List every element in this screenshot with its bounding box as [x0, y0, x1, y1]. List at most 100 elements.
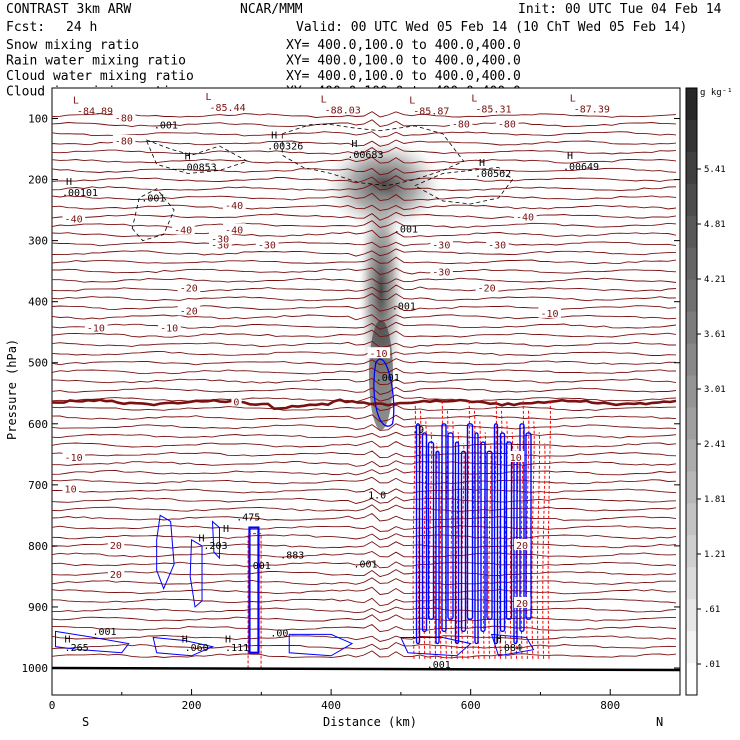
isotherm-value-bg	[514, 596, 531, 608]
isotherm-line	[52, 329, 677, 338]
rain-contour	[428, 432, 433, 659]
isotherm-label: -10	[160, 324, 178, 335]
cloud-water-contour	[480, 441, 486, 633]
isotherm-value-label: -20	[180, 306, 198, 317]
cloud-water-contour	[427, 441, 435, 620]
model-title: CONTRAST 3km ARW	[6, 2, 131, 17]
y-tick-label: 400	[28, 296, 48, 309]
isotherm-line	[52, 314, 677, 322]
rain-contour	[542, 443, 546, 659]
isotherm-line	[52, 119, 677, 128]
rain-column-contour	[247, 533, 262, 669]
maximum-value: .00683	[347, 150, 383, 161]
isotherm-line	[52, 211, 677, 221]
cloud-water-contour	[454, 441, 460, 645]
rain-contour	[477, 421, 481, 659]
isotherm-label: -80	[498, 120, 516, 131]
rain-contour	[461, 443, 465, 659]
isotherm-line	[52, 394, 677, 403]
colorbar-tick-label: 4.21	[704, 275, 726, 285]
cloud-water-contour	[441, 423, 447, 633]
isotherm-label-bg	[255, 238, 279, 250]
isotherm-label: -10	[65, 453, 83, 464]
x-tick-label: 400	[321, 699, 341, 712]
colorbar-swatch	[686, 151, 697, 185]
cloud-water-low-contour	[211, 520, 220, 560]
colorbar-swatch	[686, 471, 697, 504]
isotherm-value-label: -30	[432, 267, 450, 278]
isotherm-label: -40	[225, 225, 243, 236]
maximum-marker: H	[567, 151, 573, 162]
colorbar-tick-label: 5.41	[704, 165, 726, 175]
south-label: S	[82, 715, 89, 729]
isotherm-line	[52, 256, 677, 264]
isotherm-line	[52, 468, 677, 476]
valid-time: Valid: 00 UTC Wed 05 Feb 14 (10 ChT Wed …	[296, 20, 687, 35]
isotherm-value-label: -80	[115, 137, 133, 148]
y-tick-label: 100	[28, 113, 48, 126]
isotherm-label-bg	[449, 117, 473, 129]
isotherm-line	[52, 496, 677, 504]
cloud-ice-contour	[413, 166, 514, 205]
y-axis-title: Pressure (hPa)	[5, 339, 19, 440]
rain-contour	[488, 443, 492, 659]
isotherm-label: 20	[110, 541, 122, 552]
field-label: .001	[392, 302, 416, 313]
cloud-water-contour	[486, 450, 493, 620]
isotherm-line	[52, 284, 677, 293]
maximum-marker: H	[185, 151, 191, 162]
isotherm-value-label: 20	[516, 599, 528, 610]
isotherm-label: -10	[540, 309, 558, 320]
isotherm-line	[52, 367, 677, 375]
isotherm-line	[52, 450, 677, 458]
cloud-water-low-contour	[400, 636, 472, 657]
minimum-value: -87.39	[574, 104, 610, 115]
isotherm-label: -30	[258, 241, 276, 252]
minimum-marker: L	[321, 95, 327, 106]
isotherm-line	[52, 377, 677, 386]
isotherm-label-bg	[158, 321, 181, 333]
minimum-marker: L	[471, 93, 477, 104]
colorbar-swatch	[686, 311, 697, 345]
isotherm-label-bg	[177, 281, 201, 293]
isotherm-line	[52, 597, 677, 607]
legend-label: Rain water mixing ratio	[6, 54, 186, 69]
isotherm-label: -20	[180, 283, 198, 294]
plot-content: -40-40 -40-30 -30-20-10 -10-10-20-30 -30-40-…	[52, 92, 677, 671]
isotherm-line	[52, 460, 677, 468]
cloud-water-low-contour	[490, 633, 535, 657]
x-tick-label: 200	[182, 699, 202, 712]
isotherm-value-bg	[231, 395, 242, 407]
colorbar-swatch	[686, 343, 697, 377]
isotherm-line	[52, 476, 677, 485]
y-tick-label: 300	[28, 235, 48, 248]
colorbar-swatch	[686, 631, 697, 664]
colorbar-swatch	[686, 567, 697, 600]
isotherm-label-bg	[107, 538, 125, 550]
isotherm-line	[52, 229, 677, 239]
isotherm-line	[52, 204, 677, 211]
isotherm-value-bg	[430, 265, 453, 277]
minimum-value: -85.87	[413, 106, 449, 117]
isotherm-label-bg	[514, 210, 537, 222]
field-label: .883	[280, 551, 304, 562]
field-label: .475	[236, 512, 260, 523]
colorbar-frame	[685, 87, 698, 696]
colorbar-swatch	[686, 88, 697, 121]
cloud-water-low-contour	[152, 636, 215, 657]
isotherm-label: -40	[65, 214, 83, 225]
isotherm-line	[52, 414, 677, 423]
field-label: .001	[394, 225, 418, 236]
rain-contour	[499, 410, 503, 659]
rain-contour	[520, 399, 524, 659]
isotherm-value-label: -10	[369, 349, 387, 360]
cloud-water-contour	[525, 432, 532, 620]
rain-contour	[509, 432, 514, 659]
colorbar-tick-label: 2.41	[704, 440, 726, 450]
isotherm-label: -10	[87, 324, 105, 335]
maximum-marker: H	[66, 177, 72, 188]
colorbar-swatch	[686, 439, 697, 472]
field-label: .001	[427, 660, 451, 671]
cloud-water-contour	[421, 432, 428, 633]
